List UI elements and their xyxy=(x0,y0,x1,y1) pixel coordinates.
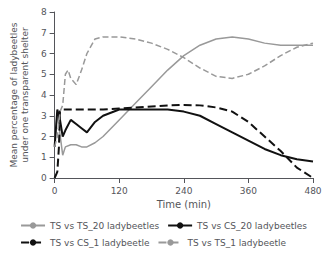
svg-text:TS vs CS_20 ladybeetles: TS vs CS_20 ladybeetles xyxy=(196,221,307,231)
svg-text:480: 480 xyxy=(304,186,321,196)
svg-text:0: 0 xyxy=(41,173,47,183)
svg-text:0: 0 xyxy=(52,186,58,196)
svg-text:TS vs CS_1 ladybeetle: TS vs CS_1 ladybeetle xyxy=(49,238,150,248)
svg-text:360: 360 xyxy=(240,186,257,196)
svg-text:2: 2 xyxy=(41,132,47,142)
svg-text:Time (min): Time (min) xyxy=(156,199,211,210)
svg-text:240: 240 xyxy=(175,186,192,196)
svg-text:TS vs TS_20 ladybeetles: TS vs TS_20 ladybeetles xyxy=(49,221,159,231)
svg-text:5: 5 xyxy=(41,69,47,79)
svg-text:1: 1 xyxy=(41,152,47,162)
svg-text:8: 8 xyxy=(41,7,47,17)
svg-text:4: 4 xyxy=(41,90,47,100)
svg-text:6: 6 xyxy=(41,49,47,59)
svg-text:Mean percentage of ladybeetles: Mean percentage of ladybeetles xyxy=(9,22,19,167)
svg-text:TS vs TS_1 ladybeetle: TS vs TS_1 ladybeetle xyxy=(186,238,286,248)
svg-text:under one transparent shelter: under one transparent shelter xyxy=(20,27,30,163)
svg-text:120: 120 xyxy=(111,186,128,196)
svg-text:3: 3 xyxy=(41,111,47,121)
svg-text:7: 7 xyxy=(41,28,47,38)
